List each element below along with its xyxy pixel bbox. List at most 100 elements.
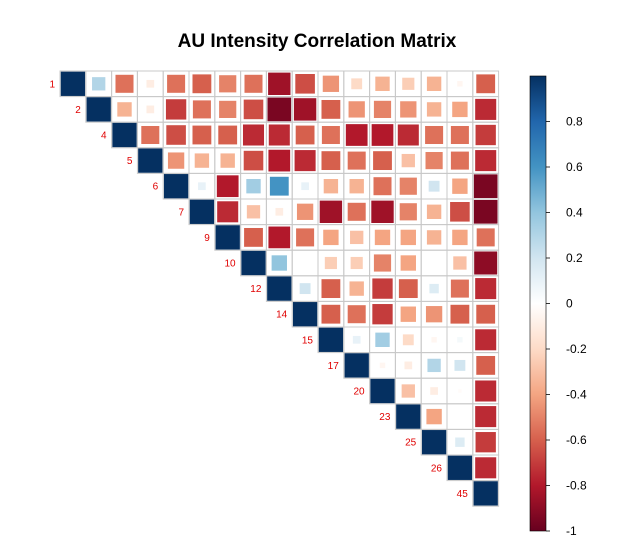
row-label-2: 2 bbox=[75, 105, 81, 116]
corr-square-5-15 bbox=[321, 151, 341, 171]
corr-square-1-5 bbox=[146, 79, 155, 88]
corr-square-5-26 bbox=[450, 151, 469, 170]
corr-square-2-17 bbox=[348, 101, 365, 118]
corr-square-1-7 bbox=[192, 74, 212, 94]
corr-square-14-15 bbox=[321, 304, 341, 324]
corr-square-14-26 bbox=[450, 304, 470, 324]
corr-square-6-7 bbox=[198, 182, 206, 191]
corr-square-9-45 bbox=[476, 228, 495, 247]
corr-square-1-4 bbox=[115, 74, 134, 93]
corr-square-4-45 bbox=[475, 124, 496, 146]
colorbar-tick-label: 0.8 bbox=[566, 115, 583, 129]
corr-square-14-45 bbox=[476, 304, 496, 324]
corr-square-7-26 bbox=[450, 202, 470, 222]
corr-square-1-23 bbox=[402, 77, 415, 90]
corr-square-6-26 bbox=[452, 178, 468, 194]
corr-square-9-12 bbox=[268, 226, 291, 249]
corr-square-12-23 bbox=[398, 279, 418, 299]
corr-square-7-7 bbox=[189, 199, 215, 224]
corr-square-5-7 bbox=[194, 153, 210, 168]
corr-square-26-45 bbox=[475, 457, 497, 479]
corr-square-2-5 bbox=[146, 105, 155, 114]
corr-square-1-10 bbox=[244, 74, 263, 93]
corr-square-1-17 bbox=[351, 78, 363, 90]
corr-square-4-9 bbox=[218, 125, 238, 145]
row-label-10: 10 bbox=[224, 259, 236, 270]
corr-square-2-6 bbox=[165, 99, 187, 120]
corr-square-5-5 bbox=[138, 148, 163, 173]
corr-square-23-23 bbox=[396, 404, 421, 429]
corr-square-4-15 bbox=[321, 125, 340, 145]
corr-square-7-14 bbox=[296, 203, 314, 220]
corr-square-5-45 bbox=[475, 150, 497, 172]
corr-square-14-17 bbox=[347, 305, 366, 324]
row-label-26: 26 bbox=[431, 463, 443, 474]
corr-square-7-10 bbox=[246, 205, 261, 219]
row-label-14: 14 bbox=[276, 310, 288, 321]
corr-square-2-9 bbox=[219, 100, 237, 118]
corr-square-9-15 bbox=[323, 229, 339, 246]
corr-square-1-20 bbox=[375, 76, 390, 91]
colorbar-tick-label: 0.4 bbox=[566, 206, 583, 220]
grid-cell-13-15 bbox=[446, 403, 474, 430]
corr-square-25-45 bbox=[475, 432, 496, 453]
row-label-1: 1 bbox=[49, 79, 55, 90]
corr-square-12-15 bbox=[321, 279, 341, 299]
corr-square-15-45 bbox=[475, 329, 497, 351]
corr-square-1-14 bbox=[295, 74, 315, 94]
corr-square-10-15 bbox=[324, 256, 337, 270]
corr-square-25-26 bbox=[455, 437, 465, 447]
corr-square-9-10 bbox=[244, 227, 263, 247]
corr-square-7-25 bbox=[426, 204, 442, 219]
corr-square-4-25 bbox=[425, 125, 444, 145]
colorbar: 0.8 0.6 0.4 0.2 0 -0.2 -0.4 -0.6 -0.8 -1 bbox=[529, 75, 587, 538]
corr-square-1-9 bbox=[219, 75, 237, 93]
corr-square-2-14 bbox=[293, 98, 317, 121]
grid-layer bbox=[59, 70, 500, 507]
corr-square-20-20 bbox=[370, 378, 395, 404]
corr-square-2-2 bbox=[86, 97, 111, 122]
corr-square-9-23 bbox=[400, 229, 416, 246]
row-label-9: 9 bbox=[204, 233, 210, 244]
corr-square-6-23 bbox=[399, 177, 417, 195]
corr-square-4-4 bbox=[112, 122, 137, 148]
corr-square-5-9 bbox=[220, 153, 235, 168]
corr-square-4-10 bbox=[242, 124, 265, 146]
corr-square-1-2 bbox=[92, 77, 106, 91]
colorbar-gradient bbox=[529, 75, 547, 532]
corr-square-12-45 bbox=[475, 278, 497, 300]
corr-square-7-9 bbox=[217, 201, 239, 223]
colorbar-tick-label: -1 bbox=[566, 524, 577, 538]
colorbar-tick-label: -0.2 bbox=[566, 342, 587, 356]
corr-square-15-20 bbox=[375, 332, 390, 347]
corr-square-1-12 bbox=[268, 72, 291, 96]
corr-square-10-17 bbox=[350, 256, 363, 270]
corr-square-2-7 bbox=[192, 100, 211, 119]
corr-square-17-23 bbox=[404, 361, 413, 370]
grid-cell-16-16 bbox=[472, 480, 500, 507]
corr-square-14-23 bbox=[400, 306, 416, 322]
corr-square-45-45 bbox=[473, 481, 498, 506]
corr-square-1-25 bbox=[426, 76, 442, 91]
corr-square-17-25 bbox=[427, 358, 441, 373]
corr-square-5-25 bbox=[425, 152, 443, 170]
colorbar-tick-label: 0 bbox=[566, 297, 573, 311]
row-label-25: 25 bbox=[405, 438, 417, 449]
corr-square-9-17 bbox=[350, 230, 364, 245]
corr-square-2-45 bbox=[475, 98, 497, 120]
corr-square-6-14 bbox=[301, 182, 309, 191]
corr-square-2-23 bbox=[400, 101, 417, 118]
corr-square-10-12 bbox=[271, 255, 287, 271]
corr-square-14-20 bbox=[372, 304, 393, 325]
corr-square-6-25 bbox=[428, 180, 440, 192]
corr-square-10-45 bbox=[474, 251, 498, 275]
corr-square-17-26 bbox=[454, 359, 466, 371]
corr-square-6-20 bbox=[373, 177, 392, 196]
row-label-12: 12 bbox=[250, 284, 262, 295]
corr-square-1-6 bbox=[167, 74, 186, 93]
corr-square-7-20 bbox=[371, 200, 394, 224]
corr-square-1-26 bbox=[457, 81, 463, 87]
corr-square-5-6 bbox=[167, 152, 185, 169]
corr-square-1-45 bbox=[476, 74, 496, 94]
